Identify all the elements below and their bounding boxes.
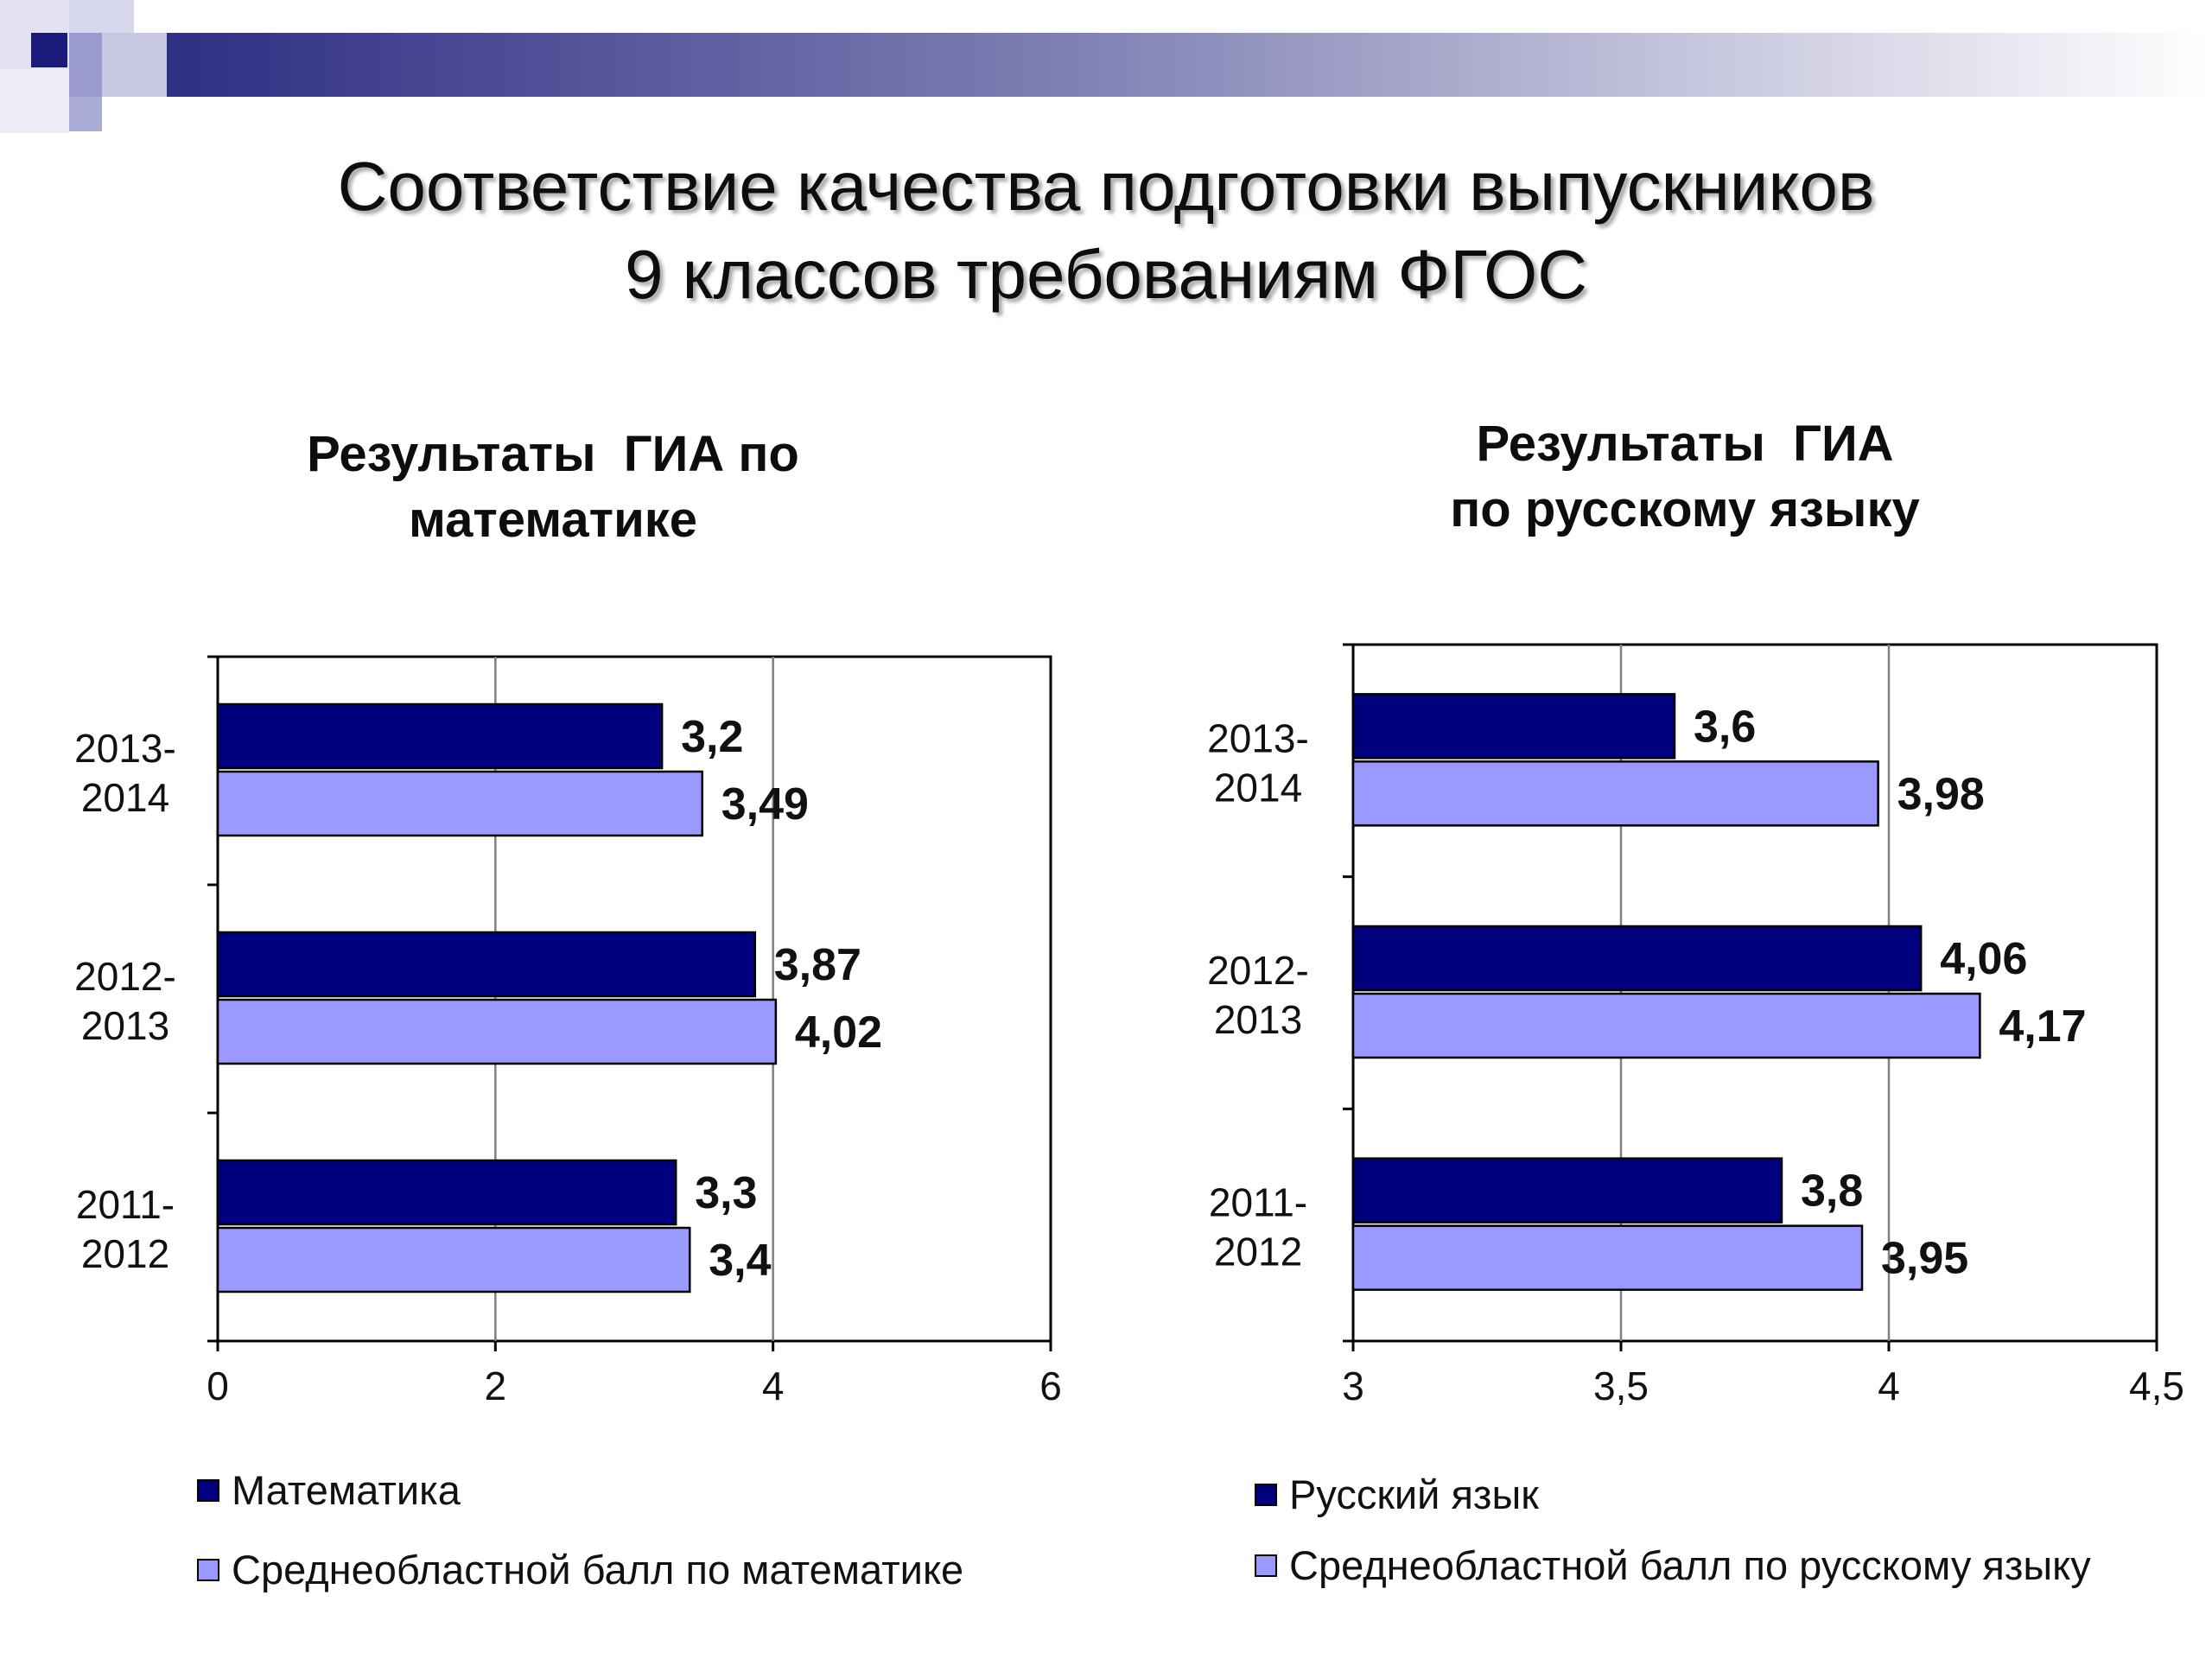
data-label: 4,17	[1999, 1001, 2086, 1052]
bar-light	[1351, 1224, 1864, 1291]
y-tick-label: 2013	[1214, 997, 1302, 1042]
chart-title-russian: Результаты ГИА по русскому языку	[1253, 411, 2117, 543]
bar-dark	[1351, 925, 1923, 992]
header-square	[0, 69, 69, 133]
bar-dark	[216, 702, 664, 770]
bar-light	[216, 770, 703, 837]
header-square	[69, 33, 102, 97]
y-tick-label: 2012-	[1207, 948, 1309, 993]
data-label: 3,49	[721, 779, 809, 830]
data-label: 3,3	[695, 1168, 757, 1218]
y-tick-label: 2012	[81, 1231, 169, 1276]
y-tick-label: 2013-	[1207, 715, 1309, 760]
data-label: 4,02	[795, 1007, 882, 1058]
x-tick-label: 4,5	[2129, 1363, 2184, 1408]
chart-title-math: Результаты ГИА по математике	[121, 422, 985, 553]
bar-light	[216, 1226, 691, 1294]
data-label: 3,6	[1694, 702, 1756, 752]
x-tick-label: 4	[1878, 1363, 1900, 1408]
legend-swatch-dark	[1255, 1484, 1277, 1506]
legend-russian: Русский язык Среднеобластной балл по рус…	[1255, 1469, 2205, 1607]
bar-dark	[1351, 1157, 1783, 1224]
x-tick-label: 2	[485, 1363, 507, 1408]
bar-light	[1351, 760, 1879, 827]
x-tick-label: 0	[207, 1363, 229, 1408]
bar-light	[216, 998, 778, 1065]
y-tick-label: 2012-	[74, 954, 176, 999]
x-tick-label: 4	[762, 1363, 785, 1408]
legend-label: Математика	[232, 1467, 461, 1513]
data-label: 3,95	[1881, 1234, 1968, 1284]
y-tick-label: 2014	[81, 775, 169, 820]
data-label: 3,98	[1897, 769, 1985, 819]
y-tick-label: 2012	[1214, 1230, 1302, 1274]
slide-title-line2: 9 классов требованиям ФГОС	[624, 236, 1588, 313]
legend-math: Математика Среднеобластной балл по матем…	[197, 1465, 1147, 1603]
slide-title-line1: Соответствие качества подготовки выпускн…	[337, 148, 1875, 225]
legend-swatch-dark	[197, 1479, 219, 1502]
chart-russian: 3 3,5 4 4,5 2013- 2014 3,6 3,98 2012-2013 4,06 4,1…	[1207, 643, 2184, 1408]
legend-swatch-light	[1255, 1554, 1277, 1577]
legend-label: Среднеобластной балл по математике	[232, 1547, 964, 1592]
chart-math: 0 2 4 6 2013-2014 3,2 3,49 2012-2013 3,87 4,02 201…	[74, 655, 1062, 1408]
x-tick-label: 3,5	[1593, 1363, 1649, 1408]
header-square	[69, 97, 102, 131]
data-label: 3,4	[709, 1236, 771, 1286]
data-label: 3,8	[1801, 1166, 1863, 1217]
header-decoration	[0, 0, 2212, 133]
bar-dark	[1351, 693, 1676, 760]
bar-light	[1351, 992, 1981, 1059]
bar-dark	[216, 1159, 677, 1226]
y-tick-label: 2013	[81, 1003, 169, 1048]
legend-label: Среднеобластной балл по русскому языку	[1289, 1542, 2091, 1588]
chart-title-math-line1: Результаты ГИА по	[307, 426, 799, 482]
y-tick-label: 2014	[1214, 765, 1302, 810]
chart-title-math-line2: математике	[408, 492, 698, 548]
x-tick-label: 6	[1039, 1363, 1062, 1408]
slide-title: Соответствие качества подготовки выпускн…	[0, 143, 2212, 319]
data-label: 3,2	[681, 712, 743, 762]
y-tick-label: 2011-	[1209, 1180, 1307, 1225]
data-label: 3,87	[774, 940, 861, 990]
data-label: 4,06	[1940, 934, 2027, 984]
legend-label: Русский язык	[1289, 1471, 1539, 1517]
header-square	[102, 33, 167, 97]
chart-title-russian-line1: Результаты ГИА	[1476, 416, 1894, 472]
bar-dark	[216, 931, 757, 998]
chart-title-russian-line2: по русскому языку	[1450, 481, 1920, 537]
legend-swatch-light	[197, 1559, 219, 1581]
header-gradient-band	[130, 33, 2212, 97]
x-tick-label: 3	[1342, 1363, 1364, 1408]
y-tick-label: 2013-	[74, 726, 176, 771]
header-square	[31, 33, 67, 67]
y-tick-label: 2011-	[76, 1182, 175, 1227]
header-square	[69, 0, 134, 33]
